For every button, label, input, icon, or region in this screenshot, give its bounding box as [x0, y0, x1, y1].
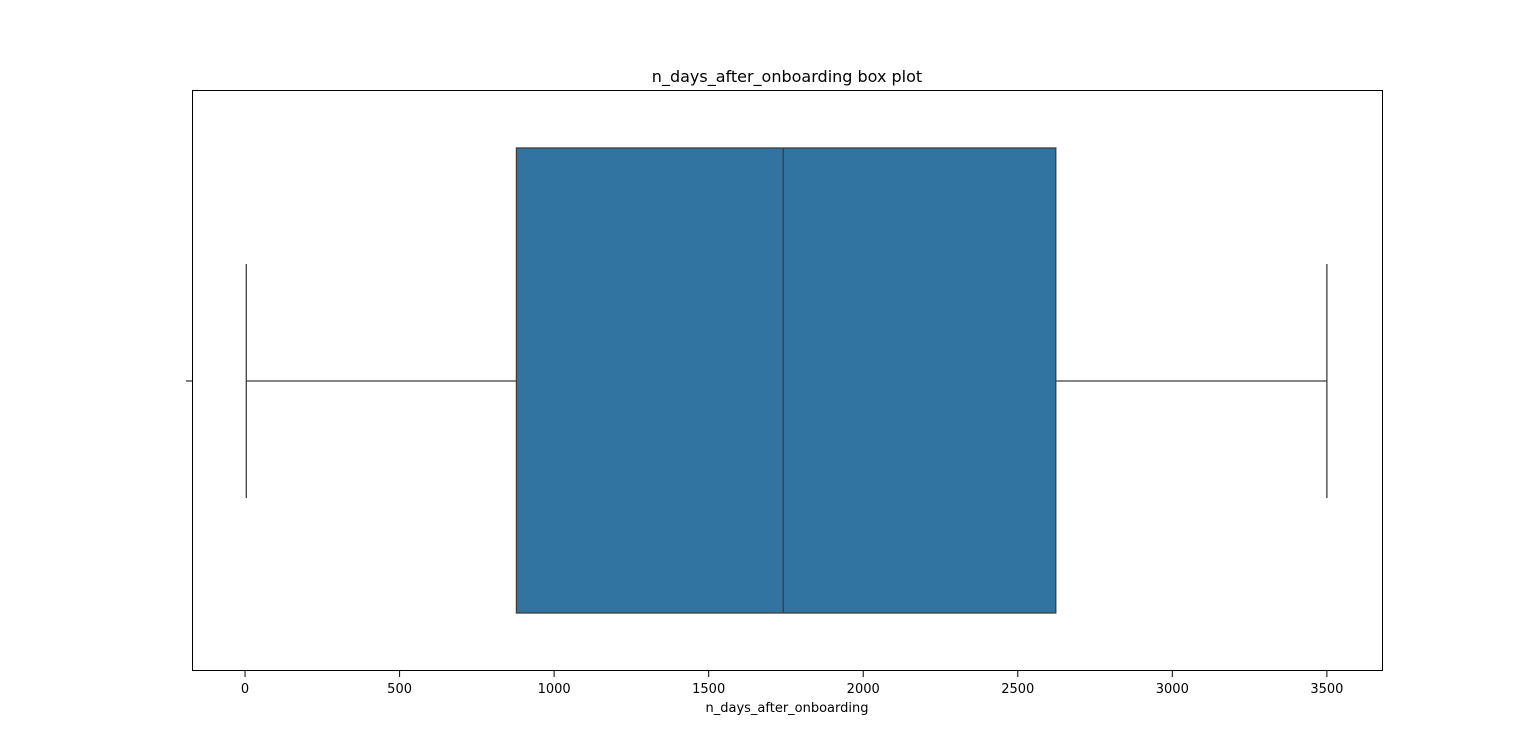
interquartile-box	[515, 147, 1057, 614]
plot-area	[245, 147, 1328, 614]
x-axis-ticks: 0 500 1000 1500 2000 2500 3000 3500	[241, 670, 1343, 697]
x-axis-label: n_days_after_onboarding	[705, 701, 868, 716]
chart-title: n_days_after_onboarding box plot	[652, 67, 922, 87]
x-tick-label: 3000	[1156, 682, 1189, 697]
x-tick-label: 3500	[1310, 682, 1343, 697]
x-tick-label: 2000	[847, 682, 880, 697]
x-tick-label: 500	[387, 682, 412, 697]
x-tick-label: 2500	[1001, 682, 1034, 697]
x-tick-label: 0	[241, 682, 249, 697]
x-tick-label: 1500	[692, 682, 725, 697]
x-tick-label: 1000	[538, 682, 571, 697]
